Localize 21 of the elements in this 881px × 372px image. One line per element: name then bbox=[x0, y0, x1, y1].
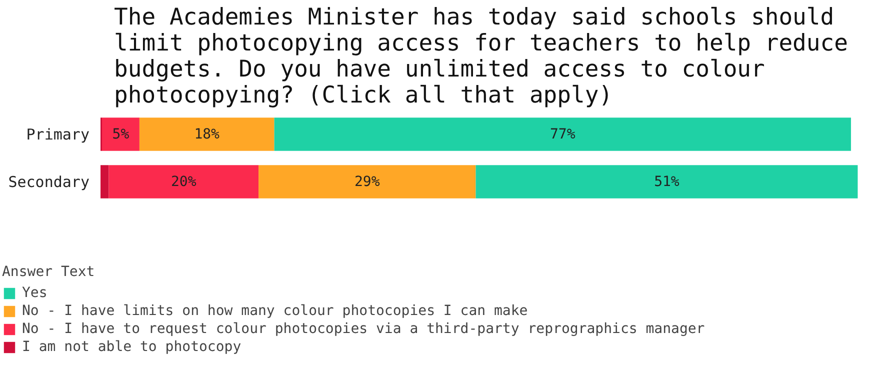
y-tick-label: Secondary bbox=[8, 172, 90, 191]
y-tick-label: Primary bbox=[26, 125, 90, 144]
data-label: 51% bbox=[654, 174, 680, 190]
chart-title: The Academies Minister has today said schools should limit photocopying access for teachers to help reduce budgets. Do you have unlimited access to colour photocopying? (Click all that apply) bbox=[114, 4, 848, 108]
bar bbox=[258, 165, 476, 198]
bar bbox=[274, 118, 851, 151]
data-label: 5% bbox=[112, 126, 130, 142]
legend-label: I am not able to photocopy bbox=[22, 339, 242, 355]
bar bbox=[108, 165, 259, 198]
legend-label: No - I have to request colour photocopies via a third-party reprographics manager bbox=[22, 321, 705, 337]
bar bbox=[139, 118, 274, 151]
bar bbox=[476, 165, 858, 198]
data-label: 18% bbox=[194, 126, 220, 142]
bar bbox=[102, 118, 140, 151]
legend-label: No - I have limits on how many colour photocopies I can make bbox=[22, 303, 528, 319]
data-label: 20% bbox=[170, 174, 197, 190]
bar bbox=[100, 165, 109, 198]
data-label: 29% bbox=[354, 174, 380, 190]
data-label: 77% bbox=[550, 126, 576, 142]
legend-label: Yes bbox=[22, 285, 48, 301]
legend-title: Answer Text bbox=[2, 264, 96, 280]
